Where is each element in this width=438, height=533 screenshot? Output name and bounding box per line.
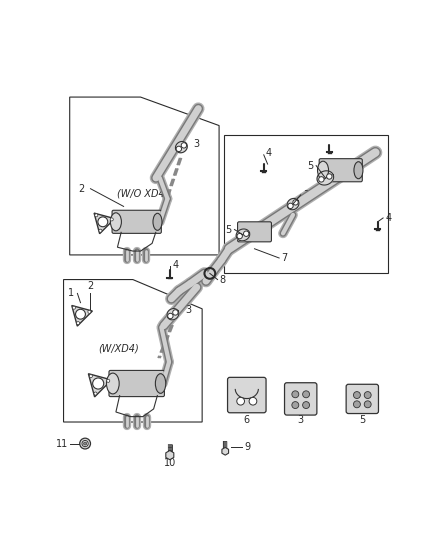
Text: 9: 9: [244, 442, 251, 453]
FancyBboxPatch shape: [112, 210, 161, 233]
Circle shape: [237, 398, 244, 405]
Text: (W/XD4): (W/XD4): [98, 344, 139, 354]
Circle shape: [173, 310, 178, 315]
Polygon shape: [88, 374, 112, 397]
Circle shape: [88, 310, 91, 313]
Circle shape: [82, 440, 88, 447]
Polygon shape: [167, 309, 179, 320]
Text: 5: 5: [359, 415, 365, 425]
Text: 2: 2: [87, 281, 94, 291]
Circle shape: [76, 309, 85, 319]
Ellipse shape: [318, 161, 328, 179]
FancyBboxPatch shape: [319, 159, 362, 182]
Circle shape: [84, 442, 87, 445]
Polygon shape: [72, 305, 92, 326]
Text: 3: 3: [298, 415, 304, 425]
Circle shape: [319, 176, 324, 182]
Text: 4: 4: [385, 213, 392, 223]
Circle shape: [94, 392, 97, 395]
Text: 5: 5: [225, 224, 231, 235]
Circle shape: [303, 391, 310, 398]
Circle shape: [72, 306, 75, 309]
Circle shape: [288, 203, 293, 208]
Polygon shape: [317, 171, 334, 185]
Circle shape: [99, 229, 102, 232]
Circle shape: [80, 438, 91, 449]
Text: 3: 3: [193, 139, 199, 149]
Text: 4: 4: [172, 260, 178, 270]
Circle shape: [89, 375, 92, 378]
FancyBboxPatch shape: [228, 377, 266, 413]
Text: 3: 3: [185, 305, 191, 316]
Circle shape: [98, 217, 108, 227]
Polygon shape: [287, 198, 299, 210]
FancyBboxPatch shape: [237, 222, 272, 242]
Polygon shape: [94, 213, 115, 233]
Circle shape: [249, 398, 257, 405]
Circle shape: [93, 378, 104, 389]
Circle shape: [353, 401, 360, 408]
Circle shape: [292, 401, 299, 408]
Text: 4: 4: [265, 148, 272, 158]
Ellipse shape: [354, 161, 363, 179]
Circle shape: [244, 231, 249, 237]
Circle shape: [168, 313, 173, 319]
Circle shape: [77, 321, 80, 325]
Circle shape: [181, 143, 187, 148]
FancyBboxPatch shape: [285, 383, 317, 415]
Circle shape: [237, 233, 242, 239]
Ellipse shape: [110, 213, 121, 231]
Circle shape: [176, 146, 181, 151]
Text: 7: 7: [282, 253, 288, 263]
Circle shape: [327, 174, 332, 179]
Polygon shape: [236, 229, 250, 241]
Circle shape: [293, 200, 298, 205]
Circle shape: [364, 392, 371, 399]
Circle shape: [110, 218, 113, 221]
Circle shape: [292, 391, 299, 398]
Circle shape: [95, 214, 98, 217]
Text: 11: 11: [56, 439, 68, 449]
Circle shape: [303, 401, 310, 408]
Text: 3: 3: [303, 190, 309, 200]
Text: 8: 8: [220, 274, 226, 285]
Ellipse shape: [153, 213, 162, 230]
FancyBboxPatch shape: [109, 370, 164, 397]
Ellipse shape: [155, 374, 166, 393]
Text: 2: 2: [78, 184, 85, 193]
Ellipse shape: [106, 373, 119, 394]
FancyBboxPatch shape: [346, 384, 378, 414]
Circle shape: [353, 392, 360, 399]
Text: 10: 10: [164, 458, 176, 468]
Text: 6: 6: [244, 415, 250, 425]
Circle shape: [107, 379, 110, 382]
Text: 5: 5: [307, 160, 313, 171]
Polygon shape: [176, 141, 187, 153]
Circle shape: [364, 401, 371, 408]
Text: (W/O XD4): (W/O XD4): [117, 188, 169, 198]
Text: 1: 1: [68, 288, 74, 297]
